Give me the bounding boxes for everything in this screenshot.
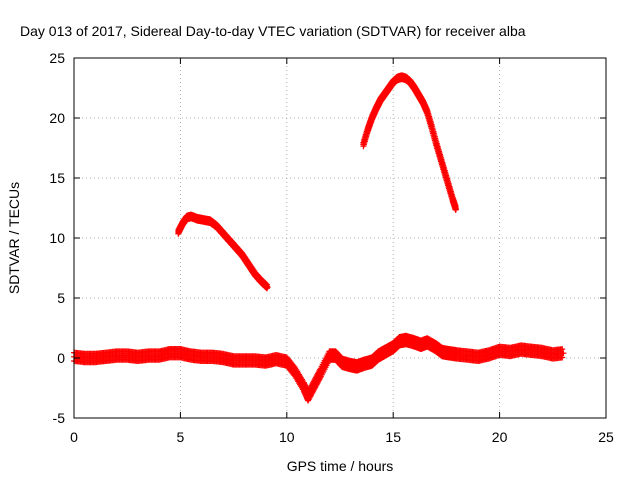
- data-point: [559, 346, 566, 353]
- x-axis-label: GPS time / hours: [287, 458, 394, 474]
- series-arc-low: [71, 332, 567, 404]
- y-tick-label: 25: [49, 50, 65, 66]
- x-tick-label: 10: [279, 429, 295, 445]
- x-tick-label: 25: [598, 429, 614, 445]
- series-arc-high: [360, 72, 459, 213]
- data-point: [264, 284, 271, 291]
- y-tick-label: 10: [49, 230, 65, 246]
- x-tick-label: 5: [177, 429, 185, 445]
- series-arc-mid: [175, 211, 271, 292]
- y-tick-label: 0: [57, 350, 65, 366]
- plot-data: [71, 72, 567, 404]
- data-point: [560, 350, 567, 357]
- x-tick-label: 20: [492, 429, 508, 445]
- chart-title: Day 013 of 2017, Sidereal Day-to-day VTE…: [20, 23, 526, 39]
- x-tick-label: 0: [70, 429, 78, 445]
- x-tick-label: 15: [385, 429, 401, 445]
- y-tick-label: 15: [49, 170, 65, 186]
- y-tick-label: -5: [53, 410, 66, 426]
- y-axis-label: SDTVAR / TECUs: [6, 182, 22, 294]
- y-tick-label: 20: [49, 110, 65, 126]
- data-point: [452, 206, 459, 213]
- y-tick-label: 5: [57, 290, 65, 306]
